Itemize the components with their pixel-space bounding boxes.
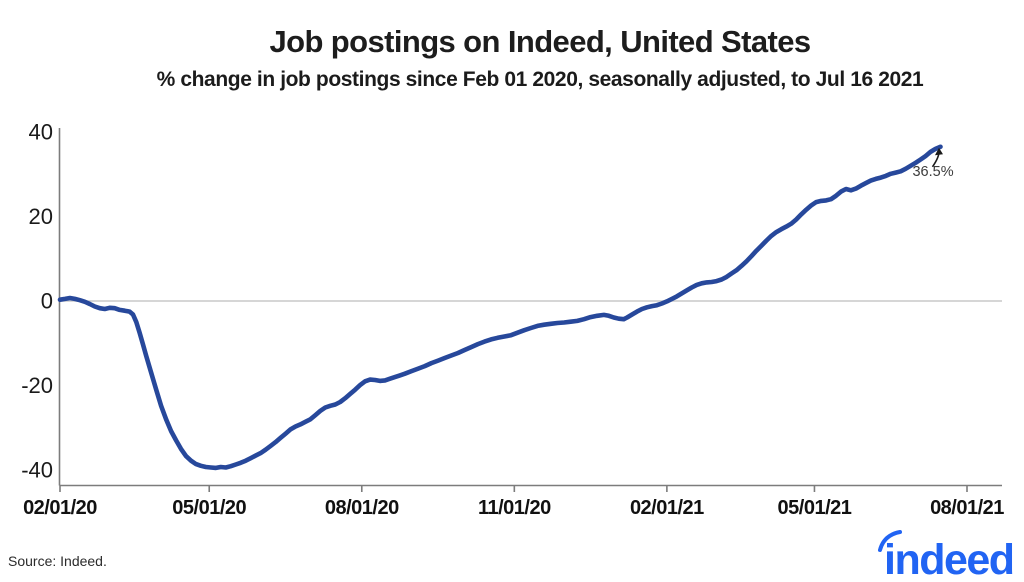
indeed-logo: indeed xyxy=(878,530,1015,580)
x-tick-label: 02/01/20 xyxy=(23,497,97,519)
indeed-logo-wordmark: indeed xyxy=(884,536,1014,580)
chart-header: Job postings on Indeed, United States % … xyxy=(56,24,1024,91)
chart-title: Job postings on Indeed, United States xyxy=(269,24,811,59)
indeed-logo-arc-icon xyxy=(878,530,902,552)
y-tick-label: 20 xyxy=(29,204,53,229)
data-series-line xyxy=(57,144,943,471)
y-tick-label: -20 xyxy=(21,373,53,398)
annotation-label: 36.5% xyxy=(912,164,953,180)
y-tick-label: 40 xyxy=(29,120,53,145)
y-tick-label: -40 xyxy=(21,458,53,483)
x-tick-label: 05/01/21 xyxy=(778,497,852,519)
source-note: Source: Indeed. xyxy=(8,553,107,569)
x-tick-label: 08/01/20 xyxy=(325,497,399,519)
x-tick-label: 11/01/20 xyxy=(478,497,551,519)
x-tick-label: 02/01/21 xyxy=(630,497,704,519)
x-tick-label: 08/01/21 xyxy=(930,497,1004,519)
x-tick-label: 05/01/20 xyxy=(172,497,246,519)
chart-subtitle: % change in job postings since Feb 01 20… xyxy=(156,67,924,91)
annotation-arrowhead-icon xyxy=(934,147,943,156)
y-tick-label: 0 xyxy=(41,289,53,314)
